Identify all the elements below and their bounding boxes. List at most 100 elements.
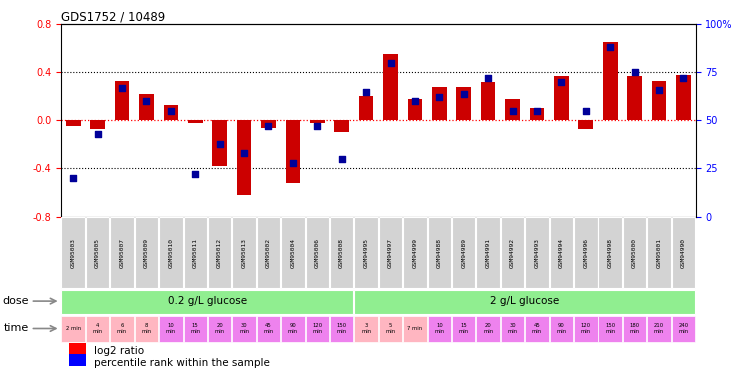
Text: GSM95007: GSM95007 bbox=[120, 237, 124, 267]
Text: 20
min: 20 min bbox=[214, 323, 225, 334]
FancyBboxPatch shape bbox=[623, 217, 647, 288]
FancyBboxPatch shape bbox=[452, 316, 475, 342]
Text: GSM94988: GSM94988 bbox=[437, 237, 442, 267]
Text: GSM95009: GSM95009 bbox=[144, 237, 149, 267]
Bar bbox=[481, 82, 496, 120]
Point bbox=[311, 123, 323, 129]
Point bbox=[116, 85, 128, 91]
Bar bbox=[652, 81, 667, 120]
Text: GSM95003: GSM95003 bbox=[71, 237, 76, 267]
Bar bbox=[139, 94, 154, 120]
Bar bbox=[383, 54, 398, 120]
FancyBboxPatch shape bbox=[354, 290, 695, 314]
Bar bbox=[676, 75, 690, 120]
Text: 30
min: 30 min bbox=[239, 323, 249, 334]
Bar bbox=[164, 105, 178, 120]
Point bbox=[92, 131, 103, 137]
Text: GSM94999: GSM94999 bbox=[412, 237, 417, 267]
Text: 45
min: 45 min bbox=[263, 323, 274, 334]
FancyBboxPatch shape bbox=[550, 217, 573, 288]
Bar bbox=[554, 76, 568, 120]
Point bbox=[507, 108, 519, 114]
FancyBboxPatch shape bbox=[623, 316, 647, 342]
FancyBboxPatch shape bbox=[403, 316, 426, 342]
Text: GSM95006: GSM95006 bbox=[315, 237, 320, 267]
FancyBboxPatch shape bbox=[110, 217, 134, 288]
FancyBboxPatch shape bbox=[379, 217, 403, 288]
Bar bbox=[66, 120, 80, 126]
FancyBboxPatch shape bbox=[354, 316, 378, 342]
Bar bbox=[68, 343, 86, 355]
Text: GSM95005: GSM95005 bbox=[95, 237, 100, 267]
FancyBboxPatch shape bbox=[574, 217, 597, 288]
Point bbox=[214, 141, 225, 147]
FancyBboxPatch shape bbox=[62, 290, 353, 314]
Text: 20
min: 20 min bbox=[483, 323, 493, 334]
Text: 30
min: 30 min bbox=[507, 323, 518, 334]
Bar bbox=[115, 81, 129, 120]
FancyBboxPatch shape bbox=[135, 217, 158, 288]
FancyBboxPatch shape bbox=[598, 217, 622, 288]
FancyBboxPatch shape bbox=[476, 217, 500, 288]
Text: 210
min: 210 min bbox=[654, 323, 664, 334]
Text: GSM95002: GSM95002 bbox=[266, 237, 271, 267]
Point bbox=[409, 98, 421, 104]
Text: GSM95000: GSM95000 bbox=[632, 237, 637, 267]
FancyBboxPatch shape bbox=[257, 217, 280, 288]
Bar bbox=[627, 76, 642, 120]
Text: GSM95012: GSM95012 bbox=[217, 237, 222, 267]
Point bbox=[189, 171, 201, 177]
FancyBboxPatch shape bbox=[62, 217, 85, 288]
Text: 8
min: 8 min bbox=[141, 323, 152, 334]
FancyBboxPatch shape bbox=[403, 217, 426, 288]
FancyBboxPatch shape bbox=[306, 217, 329, 288]
Text: 0.2 g/L glucose: 0.2 g/L glucose bbox=[168, 296, 247, 306]
Bar bbox=[212, 120, 227, 166]
Bar bbox=[579, 120, 593, 129]
Text: 10
min: 10 min bbox=[434, 323, 444, 334]
Bar bbox=[456, 87, 471, 120]
FancyBboxPatch shape bbox=[428, 316, 451, 342]
FancyBboxPatch shape bbox=[281, 316, 304, 342]
Bar bbox=[334, 120, 349, 132]
FancyBboxPatch shape bbox=[184, 217, 207, 288]
Text: GSM94990: GSM94990 bbox=[681, 237, 686, 267]
FancyBboxPatch shape bbox=[672, 316, 695, 342]
Text: 7 min: 7 min bbox=[408, 326, 423, 331]
Text: 2 min: 2 min bbox=[65, 326, 81, 331]
FancyBboxPatch shape bbox=[330, 217, 353, 288]
Text: percentile rank within the sample: percentile rank within the sample bbox=[94, 358, 270, 368]
Text: GSM95011: GSM95011 bbox=[193, 237, 198, 267]
Point bbox=[678, 75, 690, 81]
Bar bbox=[68, 354, 86, 366]
FancyBboxPatch shape bbox=[135, 316, 158, 342]
Point bbox=[653, 87, 665, 93]
Bar bbox=[530, 108, 545, 120]
Bar bbox=[408, 99, 423, 120]
Text: GSM95008: GSM95008 bbox=[339, 237, 344, 267]
Bar bbox=[90, 120, 105, 129]
Point bbox=[482, 75, 494, 81]
Point bbox=[360, 88, 372, 94]
Text: 90
min: 90 min bbox=[288, 323, 298, 334]
Point bbox=[458, 90, 469, 96]
Text: 6
min: 6 min bbox=[117, 323, 127, 334]
FancyBboxPatch shape bbox=[257, 316, 280, 342]
FancyBboxPatch shape bbox=[208, 316, 231, 342]
Point bbox=[434, 94, 446, 100]
Text: 10
min: 10 min bbox=[166, 323, 176, 334]
Text: 150
min: 150 min bbox=[605, 323, 615, 334]
Text: 120
min: 120 min bbox=[312, 323, 322, 334]
Point bbox=[580, 108, 591, 114]
Point bbox=[531, 108, 543, 114]
FancyBboxPatch shape bbox=[525, 316, 548, 342]
Bar bbox=[188, 120, 202, 123]
Text: 15
min: 15 min bbox=[459, 323, 469, 334]
Text: 180
min: 180 min bbox=[629, 323, 640, 334]
Text: 45
min: 45 min bbox=[532, 323, 542, 334]
Text: 15
min: 15 min bbox=[190, 323, 200, 334]
Point bbox=[263, 123, 275, 129]
FancyBboxPatch shape bbox=[428, 217, 451, 288]
FancyBboxPatch shape bbox=[379, 316, 403, 342]
Text: 4
min: 4 min bbox=[92, 323, 103, 334]
